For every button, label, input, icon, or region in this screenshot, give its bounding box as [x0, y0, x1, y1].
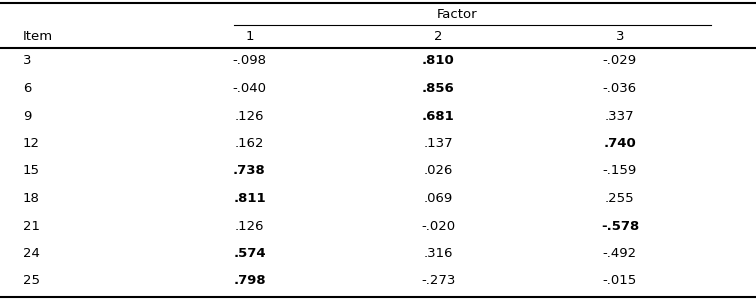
Text: 25: 25 [23, 275, 39, 288]
Text: .738: .738 [233, 164, 266, 178]
Text: -.159: -.159 [603, 164, 637, 178]
Text: .811: .811 [233, 192, 266, 205]
Text: .069: .069 [424, 192, 453, 205]
Text: 12: 12 [23, 137, 39, 150]
Text: -.040: -.040 [233, 82, 266, 95]
Text: .162: .162 [234, 137, 265, 150]
Text: .126: .126 [234, 219, 265, 233]
Text: .810: .810 [422, 54, 455, 67]
Text: 1: 1 [245, 29, 254, 43]
Text: .856: .856 [422, 82, 455, 95]
Text: 3: 3 [615, 29, 624, 43]
Text: -.273: -.273 [421, 275, 456, 288]
Text: .337: .337 [605, 109, 635, 123]
Text: Factor: Factor [437, 8, 478, 20]
Text: 21: 21 [23, 219, 39, 233]
Text: .798: .798 [233, 275, 266, 288]
Text: -.020: -.020 [421, 219, 456, 233]
Text: 15: 15 [23, 164, 39, 178]
Text: 6: 6 [23, 82, 31, 95]
Text: .681: .681 [422, 109, 455, 123]
Text: -.029: -.029 [603, 54, 637, 67]
Text: .255: .255 [605, 192, 635, 205]
Text: -.578: -.578 [601, 219, 639, 233]
Text: 24: 24 [23, 247, 39, 260]
Text: .026: .026 [424, 164, 453, 178]
Text: 2: 2 [434, 29, 443, 43]
Text: Item: Item [23, 29, 53, 43]
Text: .740: .740 [603, 137, 637, 150]
Text: .137: .137 [423, 137, 454, 150]
Text: 18: 18 [23, 192, 39, 205]
Text: .126: .126 [234, 109, 265, 123]
Text: -.492: -.492 [603, 247, 637, 260]
Text: .574: .574 [233, 247, 266, 260]
Text: -.098: -.098 [233, 54, 266, 67]
Text: -.015: -.015 [603, 275, 637, 288]
Text: .316: .316 [423, 247, 454, 260]
Text: 3: 3 [23, 54, 31, 67]
Text: -.036: -.036 [603, 82, 637, 95]
Text: 9: 9 [23, 109, 31, 123]
